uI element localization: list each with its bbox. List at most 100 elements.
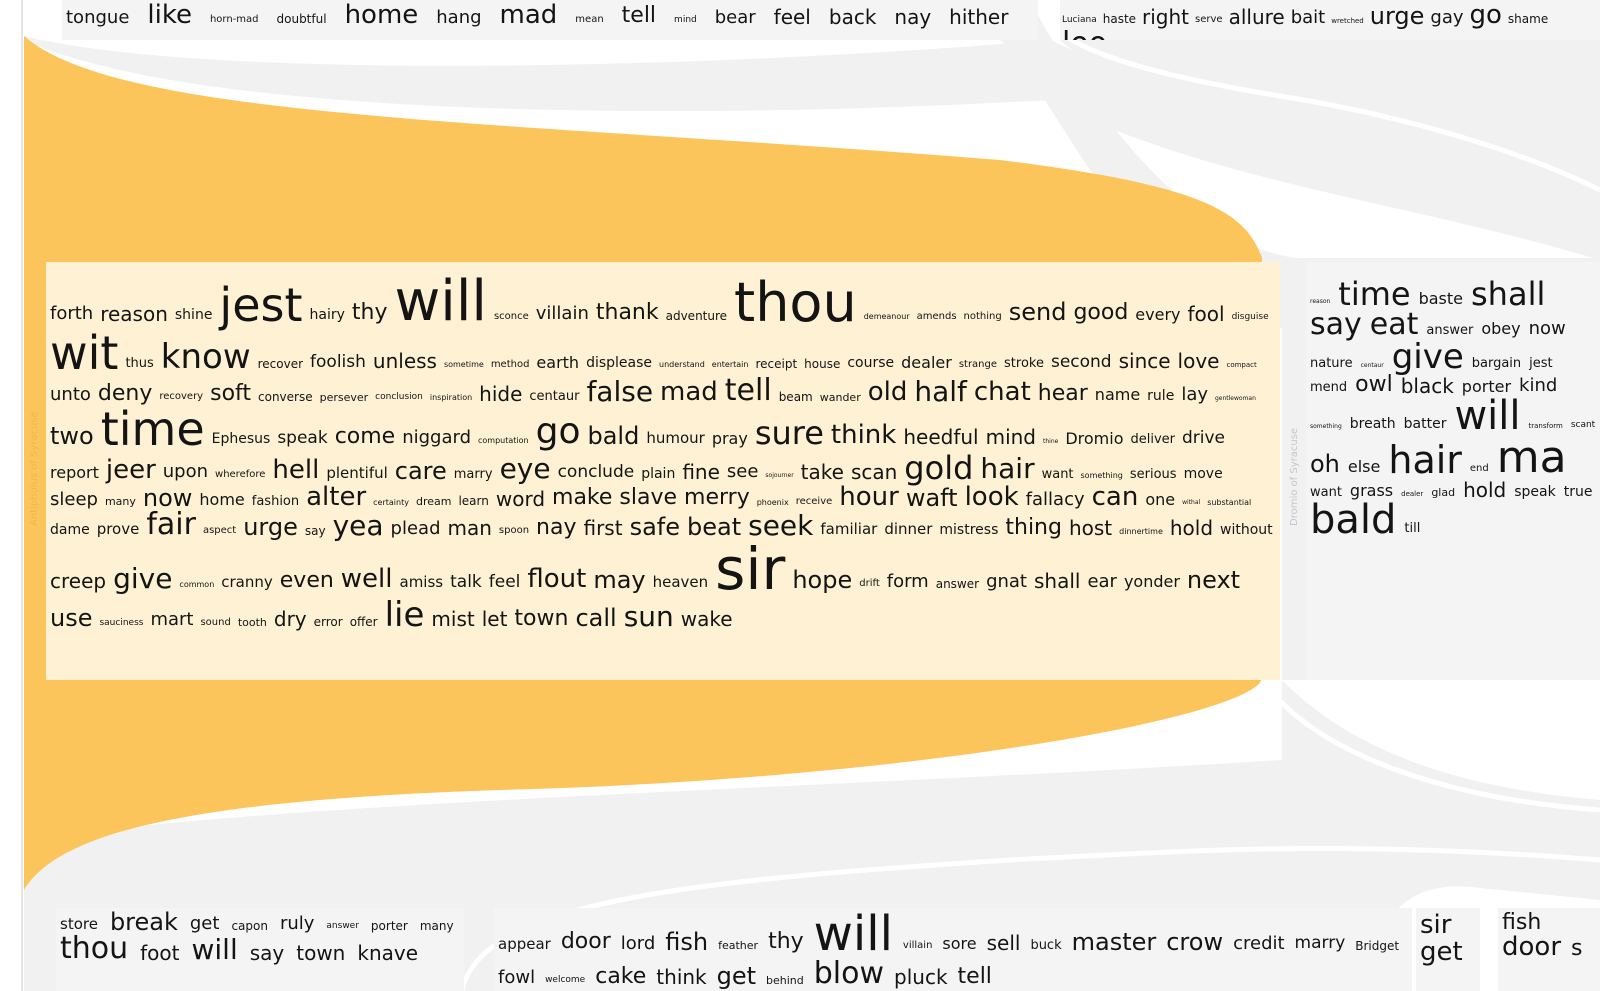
word-label[interactable]: loo (1062, 28, 1107, 40)
word-label[interactable]: disguise (1231, 311, 1269, 322)
word-label[interactable]: mistress (939, 522, 999, 539)
word-label[interactable]: fish (1502, 910, 1542, 935)
word-label[interactable]: recovery (159, 391, 204, 403)
word-label[interactable]: door (560, 929, 611, 955)
word-label[interactable]: else (1347, 456, 1381, 476)
word-label[interactable]: marry (453, 466, 493, 482)
word-label[interactable]: hither (949, 4, 1009, 29)
word-label[interactable]: mean (575, 14, 604, 26)
word-label[interactable]: sure (754, 414, 824, 453)
word-label[interactable]: give (113, 561, 173, 595)
word-label[interactable]: sir (715, 535, 786, 603)
word-label[interactable]: dealer (1401, 489, 1424, 498)
word-label[interactable]: form (886, 570, 929, 592)
word-label[interactable]: want (1041, 466, 1074, 482)
word-label[interactable]: fallacy (1025, 488, 1085, 510)
word-label[interactable]: dinner (884, 520, 933, 539)
word-box-selected[interactable]: forth reason shine jest hairy thy will sconce vi… (46, 262, 1280, 680)
word-label[interactable]: good (1073, 299, 1129, 325)
word-label[interactable]: wake (680, 607, 733, 632)
word-label[interactable]: sauciness (99, 617, 144, 628)
word-label[interactable]: tooth (237, 615, 267, 629)
word-label[interactable]: tell (621, 3, 657, 29)
word-label[interactable]: second (1050, 351, 1112, 372)
word-label[interactable]: allure (1228, 4, 1285, 29)
word-label[interactable]: villain (902, 940, 933, 952)
word-label[interactable]: amends (916, 310, 957, 322)
word-label[interactable]: wherefore (215, 469, 266, 481)
word-label[interactable]: will (1454, 393, 1521, 439)
word-label[interactable]: love (1177, 349, 1220, 374)
word-label[interactable]: something (1310, 422, 1342, 430)
word-label[interactable]: next (1186, 565, 1241, 594)
word-label[interactable]: mind (985, 425, 1037, 450)
word-label[interactable]: receipt (755, 356, 798, 371)
word-label[interactable]: beat (687, 512, 742, 541)
word-label[interactable]: receive (795, 496, 833, 508)
word-label[interactable]: wit (50, 326, 119, 380)
word-label[interactable]: town (514, 605, 569, 631)
word-label[interactable]: hairy (309, 307, 345, 324)
word-label[interactable]: displease (586, 355, 653, 372)
word-label[interactable]: entertain (711, 360, 749, 370)
word-label[interactable]: breath (1349, 416, 1396, 433)
word-label[interactable]: batter (1403, 416, 1447, 433)
word-label[interactable]: will (394, 269, 487, 334)
word-label[interactable]: error (313, 615, 343, 630)
word-label[interactable]: old (867, 377, 908, 408)
word-label[interactable]: cake (595, 963, 647, 989)
word-label[interactable]: beam (778, 389, 813, 404)
word-label[interactable]: two (50, 422, 94, 451)
word-label[interactable]: hope (792, 565, 853, 594)
word-label[interactable]: bargain (1471, 356, 1522, 372)
word-label[interactable]: mind (674, 14, 697, 25)
word-label[interactable]: chat (973, 377, 1031, 408)
word-label[interactable]: true (1563, 483, 1593, 500)
word-label[interactable]: shame (1507, 12, 1549, 27)
word-label[interactable]: offer (349, 615, 378, 630)
word-label[interactable]: unto (50, 383, 91, 405)
word-label[interactable]: dry (273, 607, 307, 632)
word-label[interactable]: hair (980, 452, 1035, 486)
word-label[interactable]: pray (711, 428, 748, 448)
word-label[interactable]: bald (1310, 497, 1397, 543)
word-label[interactable]: thy (768, 929, 804, 955)
word-label[interactable]: prove (96, 520, 140, 539)
word-label[interactable]: make (552, 485, 613, 511)
word-label[interactable]: drift (859, 578, 880, 590)
word-label[interactable]: door (1502, 932, 1562, 963)
word-label[interactable]: certainty (373, 497, 409, 507)
word-label[interactable]: think (830, 420, 897, 451)
word-label[interactable]: back (828, 4, 877, 29)
word-label[interactable]: feather (718, 939, 759, 953)
word-label[interactable]: bald (587, 422, 640, 451)
word-label[interactable]: phoenix (756, 497, 789, 507)
word-label[interactable]: host (1068, 516, 1113, 541)
word-label[interactable]: gay (1430, 6, 1464, 28)
word-label[interactable]: lay (1181, 383, 1208, 405)
word-label[interactable]: converse (258, 389, 313, 404)
word-label[interactable]: humour (646, 429, 705, 448)
word-label[interactable]: centaur (529, 388, 580, 404)
word-label[interactable]: right (1142, 4, 1190, 29)
word-label[interactable]: crow (1166, 927, 1224, 956)
word-label[interactable]: wretched (1331, 16, 1364, 25)
word-label[interactable]: fine (682, 459, 720, 484)
word-label[interactable]: demeanour (863, 312, 910, 322)
word-label[interactable]: scant (1570, 420, 1596, 431)
word-label[interactable]: ear (1087, 570, 1117, 592)
word-label[interactable]: soft (210, 380, 252, 406)
word-label[interactable]: speak (277, 427, 328, 448)
word-label[interactable]: method (490, 358, 530, 370)
word-label[interactable]: half (914, 374, 967, 408)
word-label[interactable]: eye (499, 452, 551, 486)
word-label[interactable]: sconce (493, 310, 529, 322)
word-label[interactable]: ma (1496, 432, 1567, 483)
word-label[interactable]: know (160, 336, 251, 377)
word-label[interactable]: sometime (443, 360, 484, 370)
word-label[interactable]: porter (1461, 376, 1512, 396)
word-label[interactable]: familiar (820, 520, 878, 539)
word-label[interactable]: centaur (1360, 361, 1384, 369)
word-label[interactable]: plain (641, 465, 676, 482)
word-label[interactable]: thy (351, 299, 388, 325)
